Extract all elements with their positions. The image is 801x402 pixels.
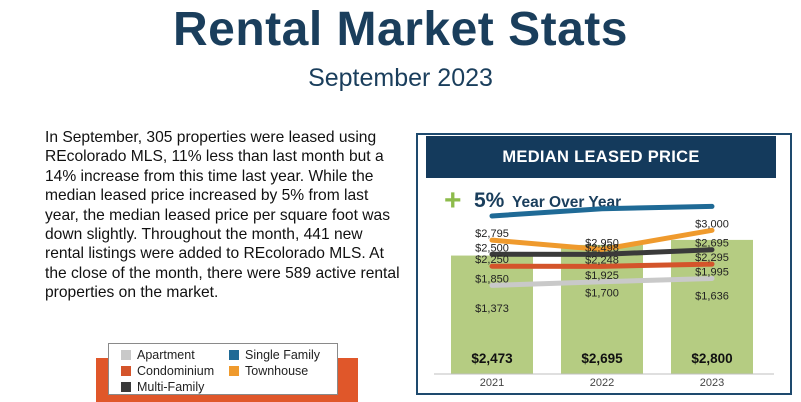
lines-layer: [489, 203, 715, 288]
series-line-multi-family: [489, 247, 715, 257]
bar-value-label-2023: $2,800: [691, 351, 732, 366]
legend-swatch-single-family: [229, 350, 239, 360]
legend-swatch-multi-family: [121, 382, 131, 392]
labels-layer: $2,473 2021 $2,695 2022 $2,800 2023 $2,795 $2,9…: [471, 218, 732, 389]
x-tick-2021: 2021: [480, 377, 504, 389]
legend-label-apartment: Apartment: [137, 348, 195, 362]
legend-item-multi-family: Multi-Family: [121, 380, 204, 394]
data-label-townhouse-2022: $2,950: [585, 237, 619, 249]
chart-legend: Apartment Single Family Condominium Town…: [108, 343, 338, 395]
yoy-plus-icon: +: [444, 184, 462, 217]
legend-item-apartment: Apartment: [121, 348, 195, 362]
legend-swatch-condominium: [121, 366, 131, 376]
data-label-apartment-2023: $1,995: [695, 266, 729, 278]
legend-label-single-family: Single Family: [245, 348, 321, 362]
legend-label-multi-family: Multi-Family: [137, 380, 205, 394]
bar-2021: [451, 255, 533, 374]
data-label-extra-2022: $1,700: [585, 288, 619, 300]
x-tick-2022: 2022: [590, 377, 614, 389]
data-label-multi-family-2023: $2,695: [695, 238, 729, 250]
x-tick-2023: 2023: [700, 377, 724, 389]
summary-paragraph: In September, 305 properties were leased…: [45, 129, 400, 302]
legend-label-townhouse: Townhouse: [245, 364, 309, 378]
data-label-townhouse-2023: $3,000: [695, 218, 729, 230]
series-line-condominium: [489, 261, 715, 269]
series-line-apartment: [489, 275, 715, 288]
data-label-apartment-2022: $1,925: [585, 270, 619, 282]
page-title: Rental Market Stats: [173, 3, 628, 56]
legend-swatch-apartment: [121, 350, 131, 360]
chart-header: MEDIAN LEASED PRICE: [426, 136, 776, 178]
legend-swatch-townhouse: [229, 366, 239, 376]
yoy-label: Year Over Year: [512, 194, 621, 211]
data-label-condominium-2022: $2,248: [585, 254, 619, 266]
data-label-condominium-2021: $2,250: [475, 254, 509, 266]
bar-value-label-2021: $2,473: [471, 351, 513, 366]
legend-item-condominium: Condominium: [121, 364, 214, 378]
yoy-percent: 5%: [474, 189, 505, 212]
data-label-extra-2023: $1,636: [695, 291, 729, 303]
data-label-apartment-2021: $1,850: [475, 273, 509, 285]
data-label-townhouse-2021: $2,795: [475, 228, 509, 240]
data-label-multi-family-2022: $2,498: [585, 242, 619, 254]
bar-value-label-2022: $2,695: [581, 351, 623, 366]
series-line-townhouse: [489, 227, 715, 252]
series-line-single-family: [489, 203, 715, 219]
page-subtitle: September 2023: [308, 64, 493, 92]
legend-item-townhouse: Townhouse: [229, 364, 308, 378]
data-label-multi-family-2021: $2,500: [475, 242, 509, 254]
legend-item-single-family: Single Family: [229, 348, 320, 362]
data-label-condominium-2023: $2,295: [695, 252, 729, 264]
data-label-extra-2021: $1,373: [475, 303, 509, 315]
median-leased-price-chart: + 5% Year Over Year $2,473 2021 $2,695 2022…: [434, 184, 774, 389]
bars-layer: [434, 239, 774, 375]
legend-label-condominium: Condominium: [137, 364, 215, 378]
